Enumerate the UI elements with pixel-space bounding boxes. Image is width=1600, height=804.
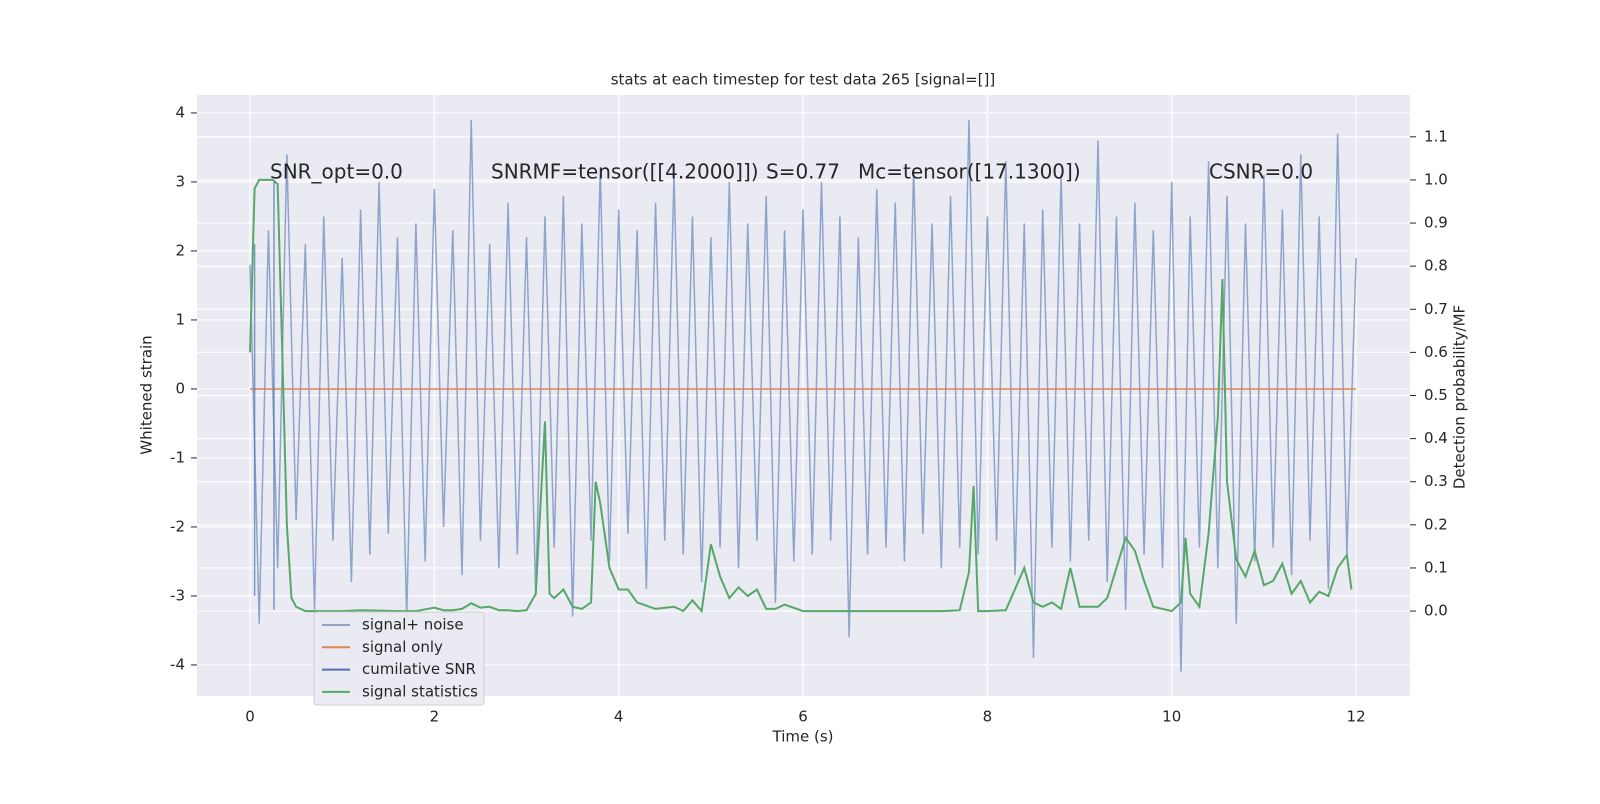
legend-label: cumilative SNR: [362, 660, 476, 678]
series-line: [249, 119, 1357, 672]
x-axis-label: Time (s): [772, 728, 834, 746]
y-tick-label: 4: [175, 103, 185, 121]
y2-tick-label: 0.1: [1424, 558, 1448, 576]
marks: [249, 119, 1357, 672]
series-line: [249, 178, 1353, 614]
annotation: S=0.77: [766, 160, 840, 184]
x-tick-label: 2: [430, 708, 440, 726]
x-tick-label: 6: [798, 708, 808, 726]
y-tick-label: 3: [175, 172, 185, 190]
x-tick-label: 10: [1162, 708, 1181, 726]
y2-tick-label: 0.0: [1424, 602, 1448, 620]
y-tick-label: 0: [175, 379, 185, 397]
y-tick-label: -2: [170, 517, 185, 535]
y2-tick-label: 0.7: [1424, 300, 1448, 318]
y2-tick-label: 0.9: [1424, 214, 1448, 232]
labels: 0 2 4 6 8 10 12-4-3-2-1012340.00.10.20.30.40.5…: [170, 103, 1448, 725]
y2-tick-label: 0.3: [1424, 472, 1448, 490]
legend-label: signal only: [362, 638, 443, 656]
y2-tick-label: 1.1: [1424, 127, 1448, 145]
y-tick-label: 1: [175, 310, 185, 328]
annotation: SNR_opt=0.0: [270, 160, 403, 184]
y2-tick-label: 0.8: [1424, 257, 1448, 275]
annotation: Mc=tensor([17.1300]): [858, 160, 1081, 184]
y-tick-label: -3: [170, 586, 185, 604]
legend-label: signal+ noise: [362, 616, 464, 634]
y-axis-label: Whitened strain: [138, 335, 156, 454]
x-tick-label: 8: [983, 708, 993, 726]
x-tick-label: 12: [1347, 708, 1366, 726]
legend-label: signal statistics: [362, 682, 478, 700]
legend-box: [313, 611, 485, 706]
y2-tick-label: 0.4: [1424, 429, 1448, 447]
y2-axis-label: Detection probability/MF: [1451, 305, 1469, 489]
y2-tick-label: 0.6: [1424, 343, 1448, 361]
annotation: SNRMF=tensor([[4.2000]]): [491, 160, 759, 184]
series-line: [253, 181, 275, 610]
y2-tick-label: 0.2: [1424, 515, 1448, 533]
y2-tick-label: 0.5: [1424, 386, 1448, 404]
x-tick-label: 0: [245, 708, 255, 726]
y-tick-label: 2: [175, 241, 185, 259]
y-tick-label: -4: [170, 655, 185, 673]
chart-title: stats at each timestep for test data 265…: [611, 71, 996, 89]
legend: signal+ noise signal only cumilative SNR si…: [313, 611, 485, 706]
annotation: CSNR=0.0: [1209, 160, 1313, 184]
y2-tick-label: 1.0: [1424, 170, 1448, 188]
x-tick-label: 4: [614, 708, 624, 726]
y-tick-label: -1: [170, 448, 185, 466]
